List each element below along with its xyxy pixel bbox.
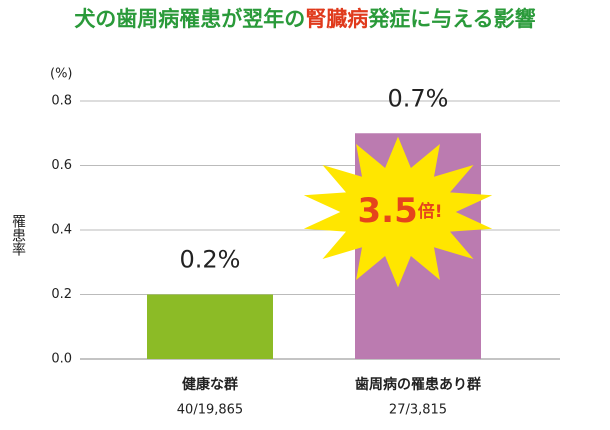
value-label: 0.2% [180,246,241,274]
annotation-number: 3.5 [358,191,418,231]
y-unit: (%) [50,67,73,82]
chart-title: 犬の歯周病罹患が翌年の腎臓病発症に与える影響 [74,7,535,31]
y-tick-label: 0.6 [51,158,72,173]
y-tick-label: 0.0 [51,352,72,367]
y-tick-label: 0.8 [51,94,72,109]
y-tick-label: 0.2 [51,287,72,302]
title-part: 腎臓病 [305,7,368,31]
bar [147,294,273,359]
x-tick-label: 健康な群 [182,376,238,393]
category-note: 40/19,865 [177,403,243,418]
annotation-suffix: 倍! [418,201,443,222]
starburst [303,136,493,288]
y-tick-label: 0.4 [51,223,72,238]
title-part: 発症に与える影響 [367,7,535,31]
title-part: 犬の歯周病罹患が翌年の [74,7,305,31]
x-tick-label: 歯周病の罹患あり群 [355,376,481,393]
annotation: 3.5倍! [358,191,443,231]
category-note: 27/3,815 [389,403,447,418]
y-axis-label: 罹患率 [10,214,26,256]
value-label: 0.7% [388,84,449,112]
